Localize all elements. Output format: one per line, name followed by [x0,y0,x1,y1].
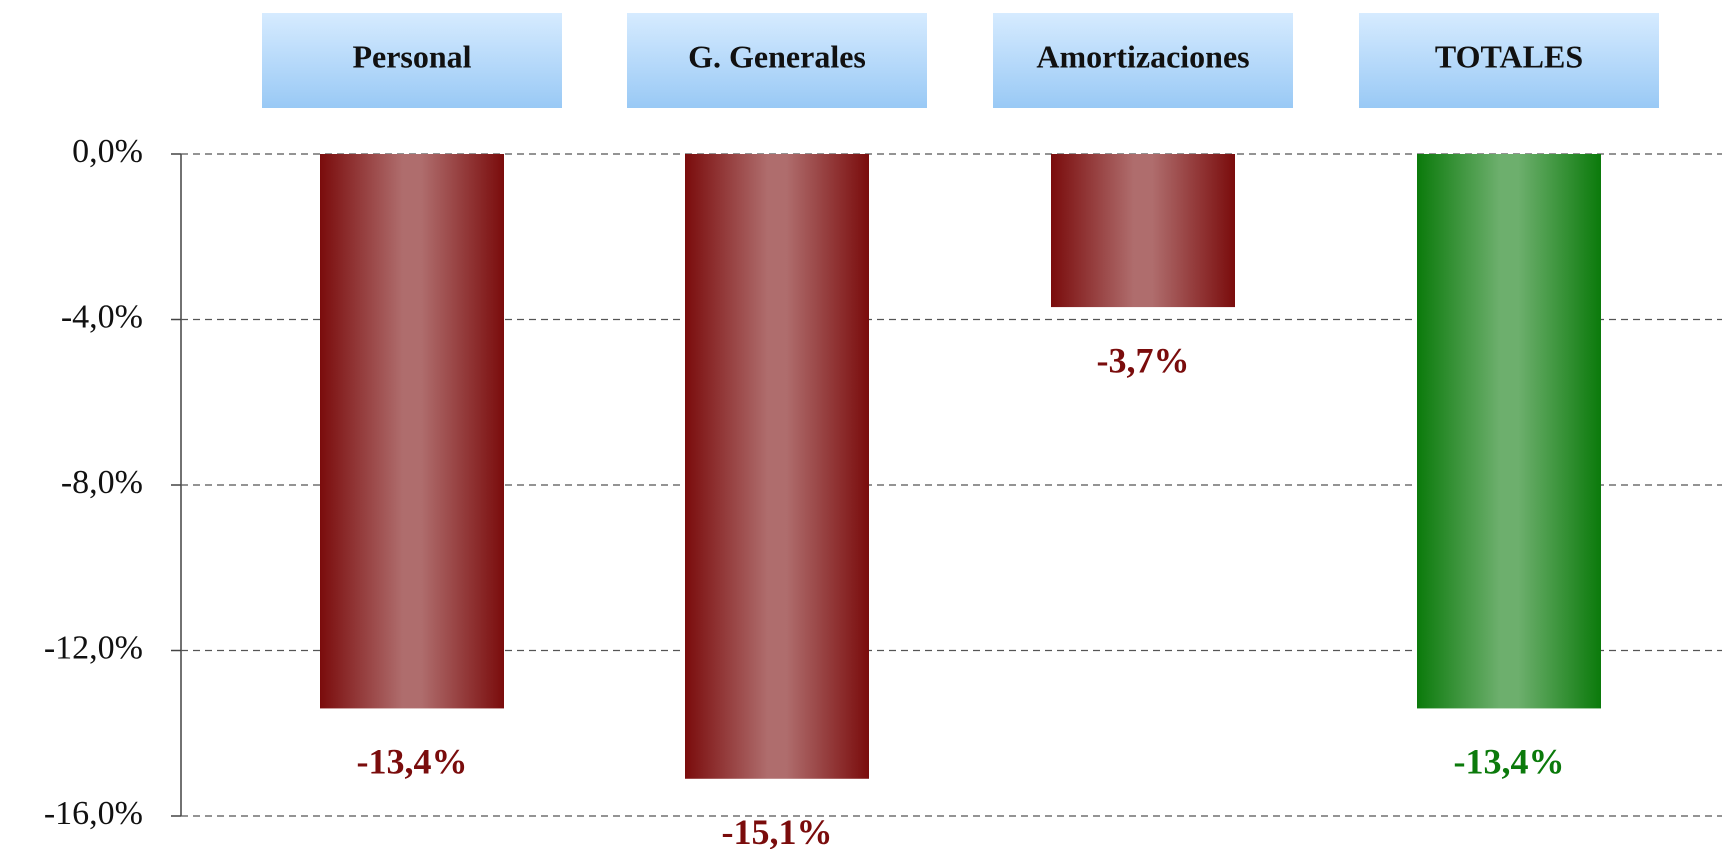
bar [320,154,504,709]
bar [1417,154,1601,709]
y-tick-label: -16,0% [44,795,143,832]
bar [685,154,869,779]
category-header [1359,13,1659,108]
y-tick-label: 0,0% [72,133,143,170]
category-header [627,13,927,108]
category-header [262,13,562,108]
data-label: -15,1% [722,812,833,849]
y-tick-label: -4,0% [61,298,143,335]
y-tick-label: -12,0% [44,629,143,666]
category-label: Amortizaciones [1036,38,1249,74]
data-label: -13,4% [1454,742,1565,782]
category-label: Personal [352,38,471,74]
category-label: G. Generales [688,38,866,74]
data-label: -3,7% [1097,340,1190,380]
y-tick-label: -8,0% [61,464,143,501]
data-label: -13,4% [357,742,468,782]
category-header [993,13,1293,108]
category-label: TOTALES [1435,38,1583,74]
bar [1051,154,1235,308]
